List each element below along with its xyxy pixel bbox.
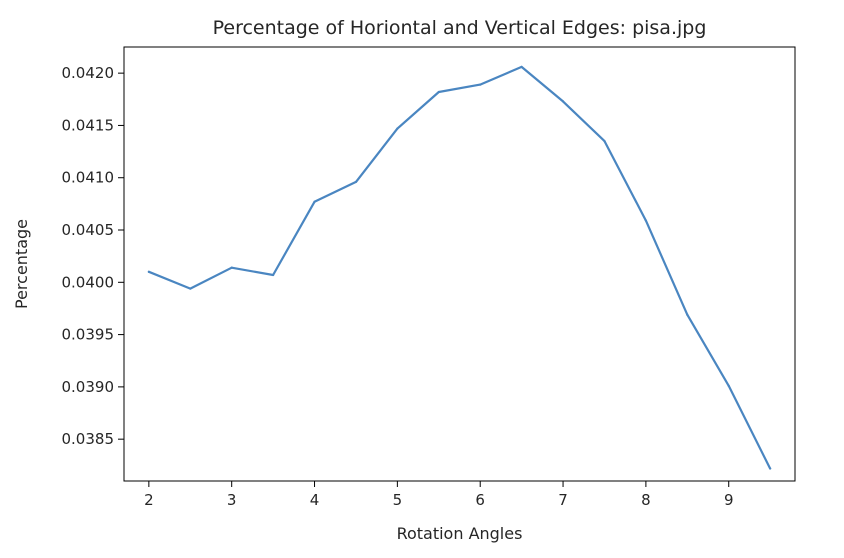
data-point xyxy=(561,100,565,103)
x-axis-label: Rotation Angles xyxy=(397,524,523,543)
data-point xyxy=(644,219,647,222)
data-series xyxy=(147,65,772,470)
y-tick-label: 0.0395 xyxy=(62,326,115,344)
plot-area xyxy=(123,46,796,482)
y-tick-label: 0.0415 xyxy=(62,116,115,134)
data-point xyxy=(189,287,192,290)
x-tick-label: 8 xyxy=(641,491,651,509)
y-axis-ticks: 0.0385 0.0390 0.0395 0.0400 0.0405 0.0410 0.04… xyxy=(62,64,124,448)
x-tick-label: 7 xyxy=(558,491,568,509)
chart-title: Percentage of Horiontal and Vertical Edg… xyxy=(213,17,707,39)
data-point xyxy=(520,65,523,68)
x-tick-label: 5 xyxy=(393,491,403,509)
series-line xyxy=(147,65,772,470)
y-tick-label: 0.0390 xyxy=(62,378,115,396)
y-tick-label: 0.0400 xyxy=(62,273,115,291)
y-tick-label: 0.0420 xyxy=(62,64,115,82)
data-point xyxy=(230,266,233,269)
data-point xyxy=(313,200,316,203)
y-axis-label: Percentage xyxy=(12,219,31,309)
x-tick-label: 3 xyxy=(227,491,237,509)
data-point xyxy=(769,467,772,470)
data-point xyxy=(437,90,440,94)
data-point xyxy=(147,270,150,273)
data-point xyxy=(479,83,482,86)
x-tick-label: 4 xyxy=(310,491,320,509)
y-tick-label: 0.0405 xyxy=(62,221,115,239)
data-point xyxy=(603,140,606,143)
data-point xyxy=(272,273,275,277)
x-tick-label: 2 xyxy=(144,491,154,509)
x-tick-label: 6 xyxy=(475,491,485,509)
x-tick-label: 9 xyxy=(724,491,734,509)
data-point xyxy=(396,127,399,130)
y-tick-label: 0.0385 xyxy=(62,430,115,448)
data-point xyxy=(686,313,689,316)
y-tick-label: 0.0410 xyxy=(62,169,115,187)
data-point xyxy=(354,180,358,184)
x-axis-ticks: 2 3 4 5 6 7 8 9 xyxy=(144,481,734,509)
data-point xyxy=(727,384,730,387)
